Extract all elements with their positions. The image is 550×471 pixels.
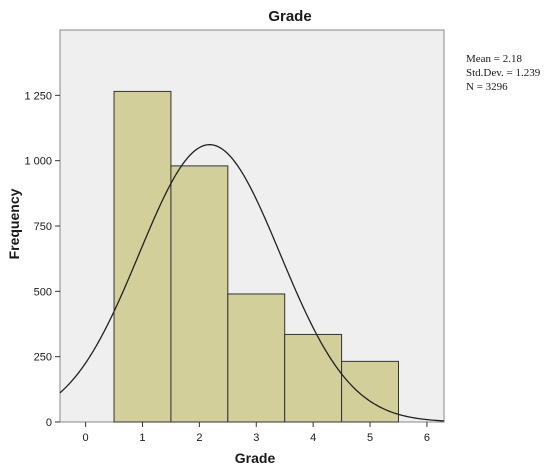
y-axis-label: Frequency (6, 188, 22, 259)
x-tick-label: 4 (310, 432, 316, 444)
histogram-bar-5 (341, 360, 399, 423)
stats-mean: Mean = 2.18 (466, 53, 522, 65)
histogram-bar-1 (113, 90, 172, 423)
histogram-bar-4 (284, 333, 343, 423)
stats-box: Mean = 2.18 Std.Dev. = 1.239 N = 3296 (466, 52, 540, 94)
y-tick-label: 500 (34, 286, 52, 298)
x-tick-label: 5 (367, 432, 373, 444)
chart-title: Grade (268, 8, 311, 25)
axes-layer: 0 1 2 3 4 5 6 0 250 500 750 1 000 1 250 (24, 90, 430, 444)
x-tick-label: 2 (196, 432, 202, 444)
normal-curve (59, 144, 445, 422)
x-tick-label: 1 (139, 432, 145, 444)
x-tick-label: 6 (424, 432, 430, 444)
x-axis-label: Grade (235, 450, 276, 466)
stats-n: N = 3296 (466, 81, 508, 93)
y-tick-label: 250 (34, 352, 52, 364)
histogram-bar-3 (227, 293, 286, 423)
y-tick-label: 750 (34, 221, 52, 233)
y-tick-label: 1 000 (24, 156, 52, 168)
x-tick-label: 3 (253, 432, 259, 444)
y-tick-label: 1 250 (24, 90, 52, 102)
x-tick-label: 0 (83, 432, 89, 444)
bars-layer (113, 90, 399, 423)
y-tick-label: 0 (46, 417, 52, 429)
stats-sd: Std.Dev. = 1.239 (466, 67, 541, 79)
histogram-bar-2 (170, 165, 229, 423)
